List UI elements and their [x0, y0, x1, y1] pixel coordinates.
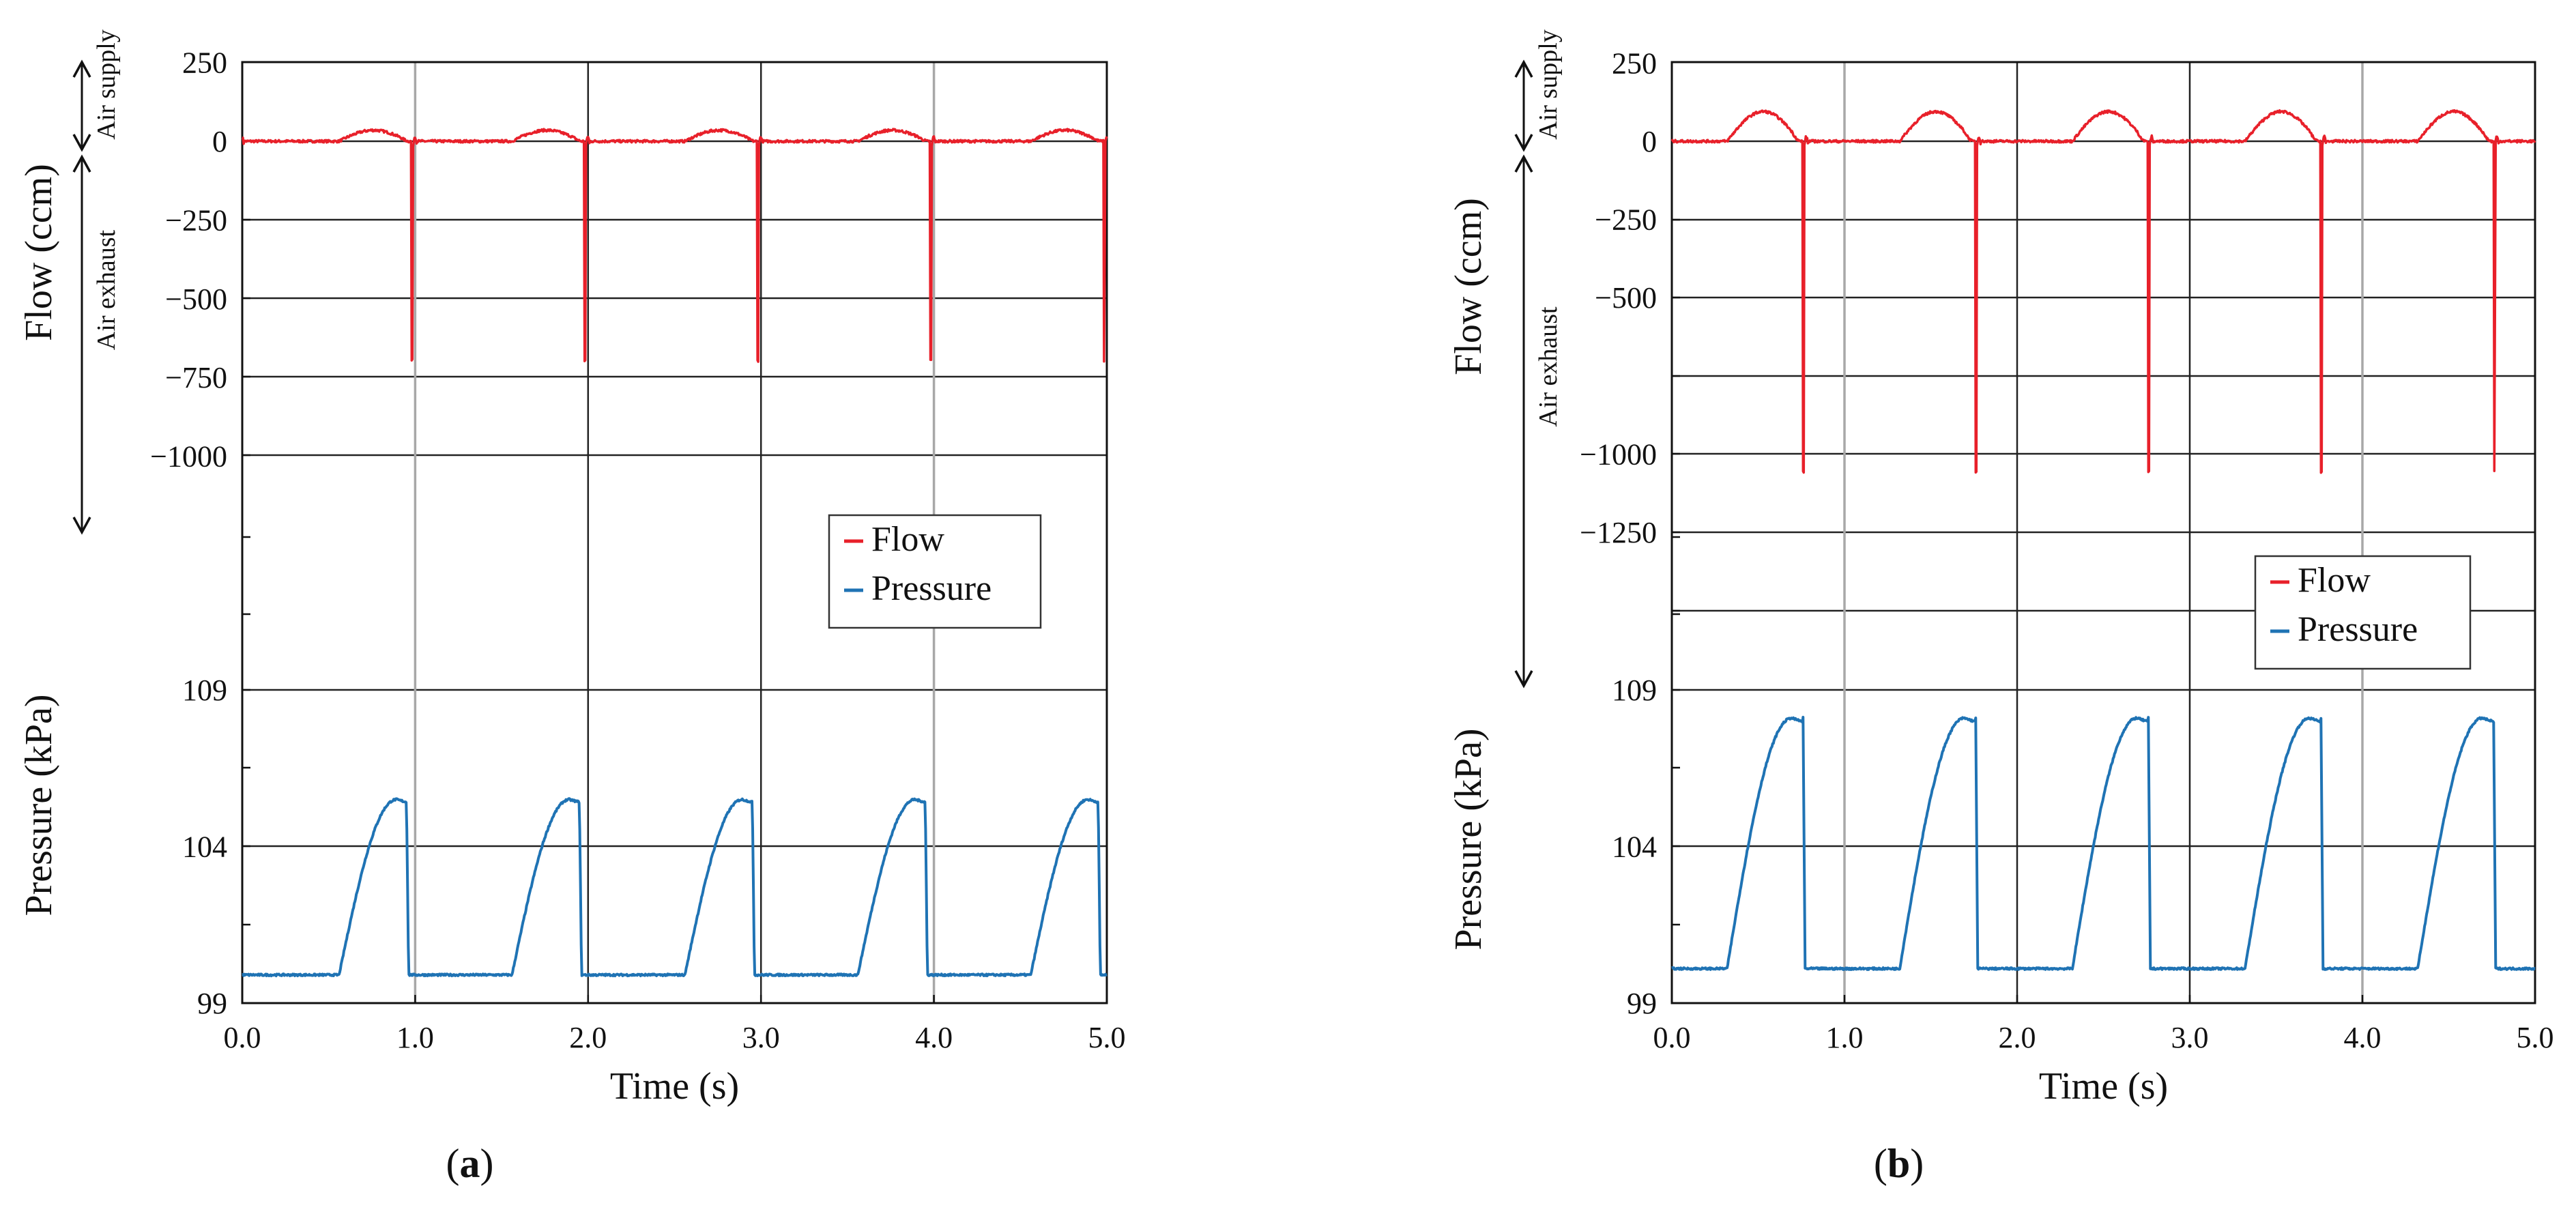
x-tick-label: 1.0	[396, 1021, 434, 1054]
flow-tick-label: −750	[165, 361, 227, 394]
x-tick-label: 4.0	[915, 1021, 953, 1054]
flow-tick-label: −1000	[150, 440, 227, 474]
legend-label-flow: Flow	[2298, 561, 2371, 600]
flow-tick-label: −1000	[1580, 437, 1657, 471]
x-tick-label: 1.0	[1826, 1021, 1864, 1054]
arrow-head	[1514, 134, 1533, 152]
flow-tick-label: 0	[1642, 125, 1657, 158]
flow-series-line	[242, 128, 1108, 363]
x-tick-label: 2.0	[569, 1021, 607, 1054]
x-tick-label: 4.0	[2344, 1021, 2382, 1054]
x-tick-label: 3.0	[742, 1021, 780, 1054]
x-axis-label: Time (s)	[610, 1065, 739, 1108]
caption-close: )	[1910, 1141, 1924, 1186]
flow-tick-label: 250	[1612, 46, 1657, 80]
flow-tick-label: 250	[182, 46, 227, 80]
legend-box	[2254, 555, 2472, 670]
air-exhaust-label: Air exhaust	[92, 229, 121, 350]
arrow-head	[1514, 59, 1533, 78]
pressure-series-line	[242, 797, 1108, 978]
pressure-tick-label: 99	[1627, 987, 1657, 1020]
flow-tick-label: −250	[165, 203, 227, 237]
x-tick-label: 5.0	[2517, 1021, 2554, 1054]
air-exhaust-label: Air exhaust	[1534, 306, 1563, 427]
pressure-tick-label: 99	[197, 987, 227, 1020]
pressure-tick-label: 109	[1612, 674, 1657, 707]
x-tick-label: 5.0	[1088, 1021, 1126, 1054]
flow-tick-label: 0	[212, 125, 227, 158]
x-tick-label: 3.0	[2171, 1021, 2209, 1054]
legend-label-pressure: Pressure	[2298, 610, 2418, 649]
panel-b: 250 0 −250 −500 −1000 −1250 109 104 990.0 1.0 2.0 3…	[1447, 29, 2554, 1186]
panel-a: 250 0 −250 −500 −750 −1000 109 104 990.0 1.0 2.0 3.…	[18, 29, 1126, 1186]
arrow-head	[1514, 670, 1533, 689]
flow-axis-label: Flow (ccm)	[1447, 198, 1490, 375]
x-tick-label: 2.0	[1999, 1021, 2036, 1054]
pressure-tick-label: 109	[182, 674, 227, 707]
legend-box	[828, 514, 1042, 629]
arrow-head	[72, 134, 91, 152]
plot-frame	[241, 61, 1108, 1004]
arrow-head	[72, 517, 91, 535]
arrow-head	[72, 154, 91, 173]
legend-label-pressure: Pressure	[871, 569, 992, 608]
flow-tick-label: −1250	[1580, 516, 1657, 549]
flow-tick-label: −500	[165, 283, 227, 316]
caption-letter: a	[460, 1141, 480, 1186]
flow-tick-label: −250	[1595, 203, 1657, 237]
pressure-axis-label: Pressure (kPa)	[18, 694, 60, 916]
panel-caption: (a)	[446, 1141, 494, 1186]
arrow-head	[72, 59, 91, 78]
flow-axis-label: Flow (ccm)	[18, 164, 60, 341]
caption-open: (	[1874, 1141, 1887, 1186]
flow-series-line	[1670, 108, 2536, 474]
arrow-head	[1514, 154, 1533, 173]
legend-label-flow: Flow	[871, 520, 944, 559]
panel-caption: (b)	[1874, 1141, 1924, 1186]
air-supply-label: Air supply	[92, 29, 121, 140]
flow-tick-label: −500	[1595, 281, 1657, 315]
pressure-series-line	[1671, 716, 2536, 971]
caption-letter: b	[1887, 1141, 1910, 1186]
pressure-tick-label: 104	[1612, 830, 1657, 864]
air-supply-label: Air supply	[1534, 29, 1563, 140]
x-tick-label: 0.0	[1653, 1021, 1691, 1054]
x-axis-label: Time (s)	[2039, 1065, 2168, 1108]
pressure-tick-label: 104	[182, 830, 227, 864]
caption-close: )	[480, 1141, 494, 1186]
x-tick-label: 0.0	[224, 1021, 261, 1054]
caption-open: (	[446, 1141, 460, 1186]
pressure-axis-label: Pressure (kPa)	[1447, 728, 1490, 950]
